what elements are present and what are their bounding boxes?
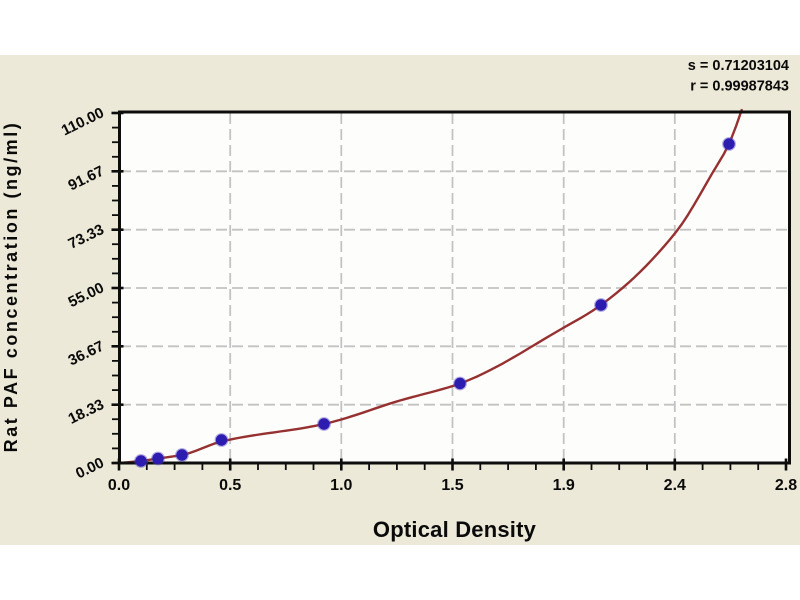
svg-text:1.0: 1.0 xyxy=(330,477,352,494)
svg-text:2.8: 2.8 xyxy=(775,477,797,494)
svg-text:1.5: 1.5 xyxy=(441,477,463,494)
svg-text:1.9: 1.9 xyxy=(553,477,575,494)
svg-text:s = 0.71203104: s = 0.71203104 xyxy=(688,58,789,74)
svg-text:2.4: 2.4 xyxy=(664,477,686,494)
svg-text:0.0: 0.0 xyxy=(108,477,130,494)
svg-text:0.5: 0.5 xyxy=(219,477,241,494)
svg-text:Rat PAF concentration (ng/ml): Rat PAF concentration (ng/ml) xyxy=(1,121,21,453)
svg-text:Optical Density: Optical Density xyxy=(373,517,537,542)
svg-text:r = 0.99987843: r = 0.99987843 xyxy=(690,79,789,95)
